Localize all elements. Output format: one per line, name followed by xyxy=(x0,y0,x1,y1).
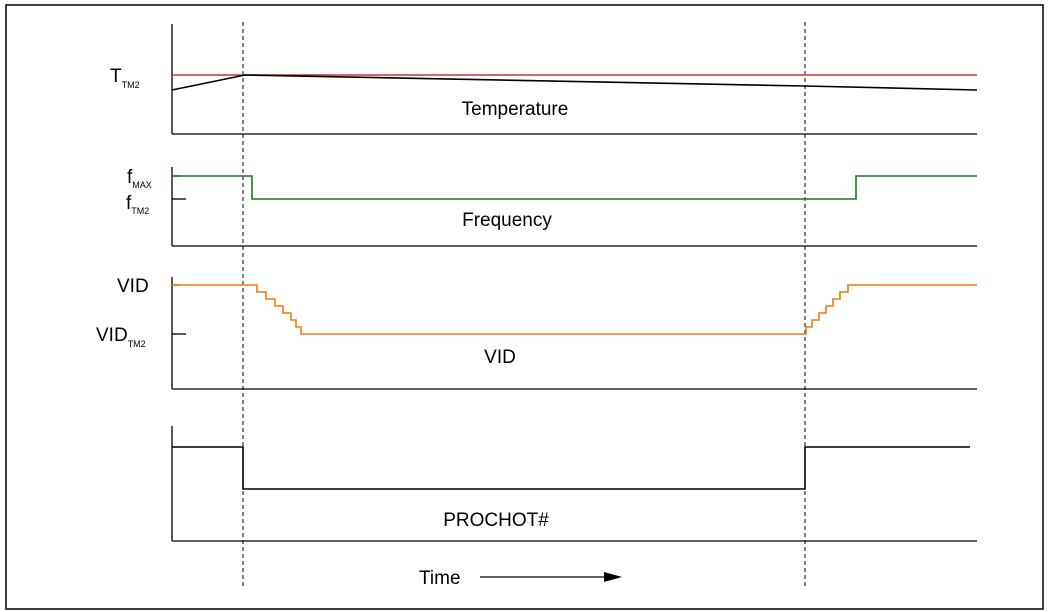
temperature-y-label: TTM2 xyxy=(110,66,140,90)
time-axis-label: Time xyxy=(419,568,622,589)
vid-panel: VID VIDTM2 VID xyxy=(96,276,977,390)
temperature-caption: Temperature xyxy=(462,99,569,120)
prochot-panel: PROCHOT# xyxy=(171,426,977,542)
frequency-y-label-fmax: fMAX xyxy=(127,167,152,190)
temperature-curve xyxy=(171,74,978,91)
vid-y-label-tm2: VIDTM2 xyxy=(96,325,146,349)
frequency-y-label-ftm2: fTM2 xyxy=(126,193,149,216)
frequency-curve xyxy=(172,175,977,200)
diagram-border xyxy=(5,4,1044,610)
vid-curve xyxy=(172,284,977,335)
time-label: Time xyxy=(419,568,461,589)
frequency-caption: Frequency xyxy=(462,210,552,231)
vid-y-label-max: VID xyxy=(117,276,149,297)
temperature-panel: TTM2 Temperature xyxy=(110,24,978,135)
prochot-curve xyxy=(172,446,970,490)
prochot-caption: PROCHOT# xyxy=(443,510,549,531)
frequency-panel: fMAX fTM2 Frequency xyxy=(126,167,977,247)
vid-caption: VID xyxy=(484,347,516,368)
time-arrow-head-icon xyxy=(604,572,622,582)
